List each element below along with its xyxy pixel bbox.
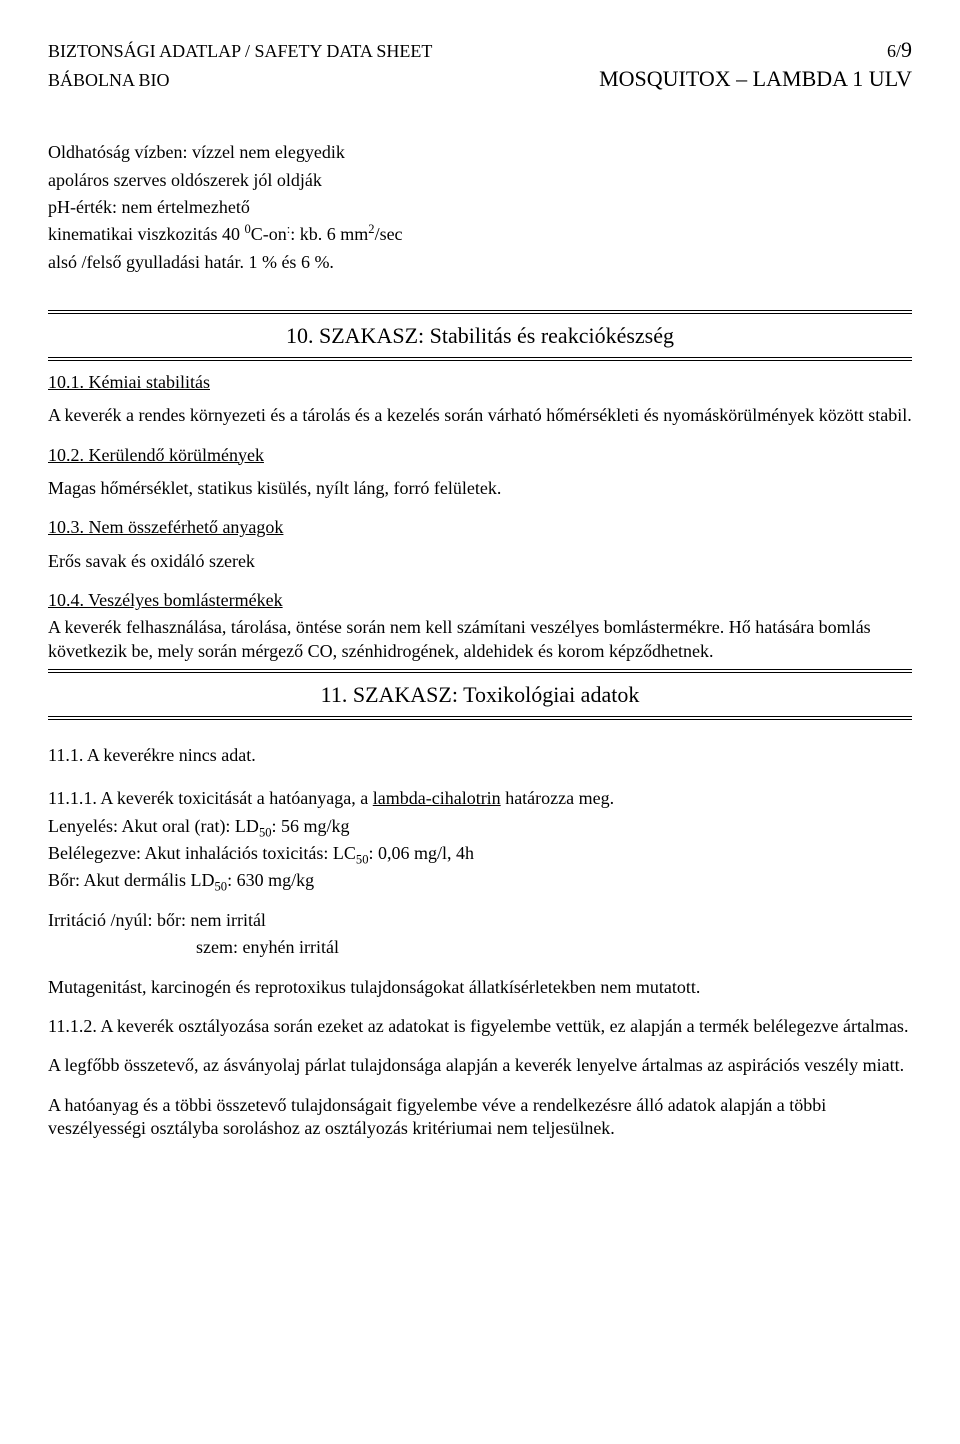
lenyeles-a: Lenyelés: Akut oral (rat): LD bbox=[48, 816, 259, 836]
ph-value: pH-érték: nem értelmezhető bbox=[48, 196, 912, 219]
heading-10-2-text: 10.2. Kerülendő körülmények bbox=[48, 445, 264, 465]
belelegezve-a: Belélegezve: Akut inhalációs toxicitás: … bbox=[48, 843, 356, 863]
page-total: 9 bbox=[901, 37, 912, 62]
header-row-1: BIZTONSÁGI ADATLAP / SAFETY DATA SHEET 6… bbox=[48, 36, 912, 65]
tox-bor: Bőr: Akut dermális LD50: 630 mg/kg bbox=[48, 869, 912, 892]
rule-sec11-bottom bbox=[48, 716, 912, 720]
kv-part-a: kinematikai viszkozitás 40 bbox=[48, 224, 244, 244]
section-10-num: 10. bbox=[286, 323, 314, 348]
section-11-title: 11. SZAKASZ: Toxikológiai adatok bbox=[48, 673, 912, 716]
kv-part-d: /sec bbox=[375, 224, 403, 244]
heading-10-2: 10.2. Kerülendő körülmények bbox=[48, 444, 912, 467]
heading-10-1: 10.1. Kémiai stabilitás bbox=[48, 371, 912, 394]
tox-belelegezve: Belélegezve: Akut inhalációs toxicitás: … bbox=[48, 842, 912, 865]
bor-sub: 50 bbox=[214, 880, 227, 894]
bor-a: Bőr: Akut dermális LD bbox=[48, 870, 214, 890]
section-10-text: SZAKASZ: Stabilitás és reakciókészség bbox=[314, 323, 675, 348]
tox-lenyeles: Lenyelés: Akut oral (rat): LD50: 56 mg/k… bbox=[48, 815, 912, 838]
belelegezve-sub: 50 bbox=[356, 853, 369, 867]
heading-10-4: 10.4. Veszélyes bomlástermékek bbox=[48, 589, 912, 612]
section-10-title: 10. SZAKASZ: Stabilitás és reakciókészsé… bbox=[48, 314, 912, 357]
header-company: BÁBOLNA BIO bbox=[48, 69, 170, 92]
para-11-1-1: 11.1.1. A keverék toxicitását a hatóanya… bbox=[48, 787, 912, 810]
intro-block: Oldhatóság vízben: vízzel nem elegyedik … bbox=[48, 141, 912, 274]
para-mutagen: Mutagenitást, karcinogén és reprotoxikus… bbox=[48, 976, 912, 999]
para-asvanyolaj: A legfőbb összetevő, az ásványolaj párla… bbox=[48, 1054, 912, 1077]
irritation-line2: szem: enyhén irritál bbox=[48, 936, 912, 959]
para-hatoanyag: A hatóanyag és a többi összetevő tulajdo… bbox=[48, 1094, 912, 1141]
para-10-1: A keverék a rendes környezeti és a tárol… bbox=[48, 404, 912, 427]
header-row-2: BÁBOLNA BIO MOSQUITOX – LAMBDA 1 ULV bbox=[48, 65, 912, 94]
lenyeles-sub: 50 bbox=[259, 825, 272, 839]
solubility-apolar: apoláros szerves oldószerek jól oldják bbox=[48, 169, 912, 192]
para-10-3: Erős savak és oxidáló szerek bbox=[48, 550, 912, 573]
para-10-4: A keverék felhasználása, tárolása, öntés… bbox=[48, 616, 912, 663]
kv-part-b: C-on bbox=[251, 224, 287, 244]
p1111-b: határozza meg. bbox=[501, 788, 614, 808]
page-number: 6/9 bbox=[887, 36, 912, 65]
page-current: 6 bbox=[887, 41, 896, 61]
section-11-text: SZAKASZ: Toxikológiai adatok bbox=[347, 682, 639, 707]
p1111-u: lambda-cihalotrin bbox=[373, 788, 501, 808]
kinematic-viscosity: kinematikai viszkozitás 40 0C-on:: kb. 6… bbox=[48, 223, 912, 246]
heading-11-1: 11.1. A keverékre nincs adat. bbox=[48, 744, 912, 767]
heading-10-3: 10.3. Nem összeférhető anyagok bbox=[48, 516, 912, 539]
belelegezve-b: : 0,06 mg/l, 4h bbox=[369, 843, 475, 863]
product-name: MOSQUITOX – LAMBDA 1 ULV bbox=[599, 65, 912, 94]
header-title-sds: BIZTONSÁGI ADATLAP / SAFETY DATA SHEET bbox=[48, 40, 432, 63]
lenyeles-b: : 56 mg/kg bbox=[272, 816, 350, 836]
irritation-line1: Irritáció /nyúl: bőr: nem irritál bbox=[48, 909, 912, 932]
heading-10-3-text: 10.3. Nem összeférhető anyagok bbox=[48, 517, 283, 537]
kv-part-c: : kb. 6 mm bbox=[290, 224, 368, 244]
rule-sec10-bottom bbox=[48, 357, 912, 361]
para-11-1-2: 11.1.2. A keverék osztályozása során eze… bbox=[48, 1015, 912, 1038]
heading-10-4-text: 10.4. Veszélyes bomlástermékek bbox=[48, 590, 283, 610]
solubility-water: Oldhatóság vízben: vízzel nem elegyedik bbox=[48, 141, 912, 164]
bor-b: : 630 mg/kg bbox=[227, 870, 314, 890]
flash-limits: alsó /felső gyulladási határ. 1 % és 6 %… bbox=[48, 251, 912, 274]
section-11-num: 11. bbox=[321, 682, 348, 707]
p1111-a: 11.1.1. A keverék toxicitását a hatóanya… bbox=[48, 788, 373, 808]
para-10-2: Magas hőmérséklet, statikus kisülés, nyí… bbox=[48, 477, 912, 500]
heading-10-1-text: 10.1. Kémiai stabilitás bbox=[48, 372, 210, 392]
